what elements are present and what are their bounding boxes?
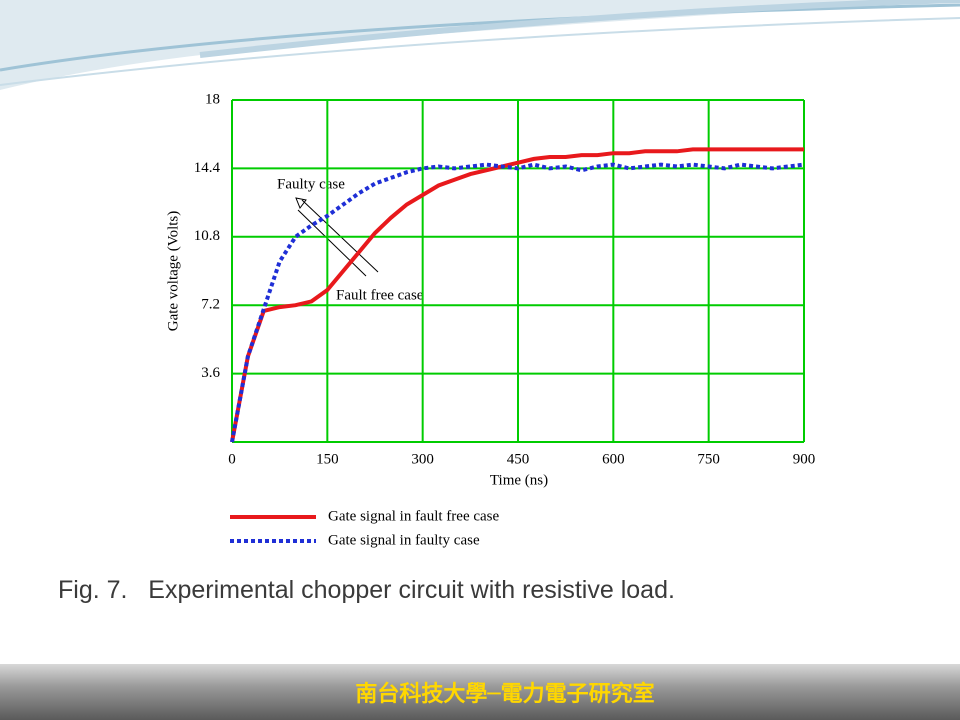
footer-band [0,664,960,720]
x-tick-label: 0 [228,451,236,467]
x-tick-label: 450 [507,451,530,467]
header-decoration [0,0,960,90]
annotation: Fault free case [336,287,424,303]
annotation-arrow [297,209,367,277]
swoosh [0,0,960,90]
x-tick-label: 600 [602,451,625,467]
x-tick-label: 900 [793,451,816,467]
x-tick-label: 750 [697,451,720,467]
arrow-head [295,197,307,210]
y-tick-label: 10.8 [194,228,220,244]
x-tick-label: 300 [411,451,434,467]
annotation: Faulty case [277,176,345,192]
y-axis-label: Gate voltage (Volts) [165,211,181,332]
x-axis-label: Time (ns) [490,472,548,488]
x-tick-label: 150 [316,451,339,467]
swoosh-line [199,0,960,58]
footer-text: 南台科技大學─電力電子研究室 [355,682,655,707]
y-tick-label: 7.2 [201,297,220,313]
y-tick-label: 3.6 [201,365,220,381]
legend-label: Gate signal in fault free case [328,508,500,524]
data-line [230,147,804,443]
y-tick-label: 14.4 [194,160,221,176]
legend-label: Gate signal in faulty case [328,532,480,548]
y-tick-label: 18 [205,91,220,107]
swoosh-line [0,17,960,86]
caption: Fig. 7. Experimental chopper circuit wit… [58,576,675,604]
data-line [230,162,805,443]
